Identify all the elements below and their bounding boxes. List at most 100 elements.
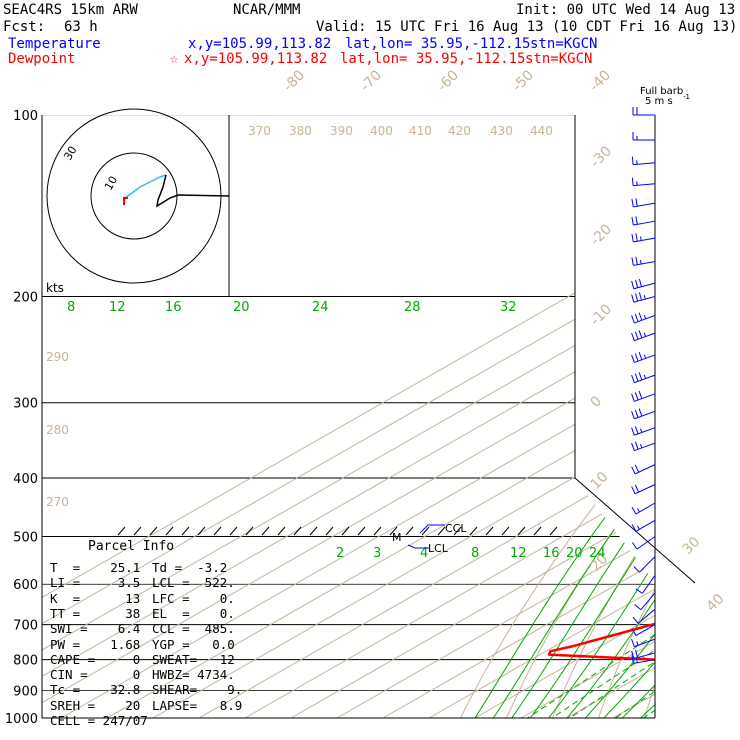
init-time: Init: 00 UTC Wed 14 Aug 13 <box>516 2 736 18</box>
hatch-tick <box>245 526 254 536</box>
hatch-tick <box>421 526 430 536</box>
parcel-row-left: PW = 1.68 <box>50 636 141 652</box>
hatch-tick <box>373 526 382 536</box>
barb-flag <box>631 427 635 436</box>
barb-flag <box>634 441 639 450</box>
moist-adiabat-line <box>696 403 740 718</box>
hatch-tick <box>133 526 142 536</box>
isotherm-label: -80 <box>281 67 308 94</box>
isotherm-label: -70 <box>358 67 385 94</box>
barb-flag <box>634 392 639 401</box>
dewpoint-latlon: lat,lon= 35.95,-112.15 <box>340 51 526 67</box>
wind-barb <box>631 312 656 324</box>
barb-half-flag <box>643 314 647 320</box>
isotherm-line <box>244 115 655 718</box>
barb-flag <box>631 257 634 266</box>
hodo-trace-high <box>155 174 230 208</box>
barb-flag <box>638 372 643 381</box>
barb-flag <box>632 616 639 624</box>
hatch-tick <box>229 526 238 536</box>
wind-barb <box>631 441 656 452</box>
hodograph: kts 30 10 <box>46 108 230 296</box>
ccl-label: CCL <box>445 522 467 535</box>
barb-staff <box>634 393 656 402</box>
dry-adiabat-line <box>598 115 655 718</box>
moist-adiabat-line <box>603 402 655 718</box>
barb-staff <box>633 652 656 660</box>
isotherm-line <box>42 115 655 718</box>
barb-staff <box>634 332 656 342</box>
barb-flag <box>631 280 635 289</box>
parcel-row-left: Tc = 32.8 <box>50 682 141 698</box>
wind-barb <box>632 131 655 141</box>
wind-barb <box>631 408 656 420</box>
mixing-ratio-label: 12 <box>109 300 126 315</box>
barb-flag <box>631 156 634 165</box>
barb-flag <box>631 524 637 532</box>
valid-time: Valid: 15 UTC Fri 16 Aug 13 (10 CDT Fri … <box>316 19 738 35</box>
barb-staff <box>634 314 656 324</box>
barb-staff <box>633 162 656 166</box>
barb-flag <box>631 411 635 419</box>
hodo-units: kts <box>46 281 64 295</box>
isotherm-label: 10 <box>588 469 612 493</box>
wind-barb <box>631 372 656 384</box>
fcst-label: Fcst: <box>3 19 46 35</box>
moist-adiabat-line <box>474 402 655 718</box>
pressure-tick-label: 400 <box>13 472 38 487</box>
barb-flag <box>638 352 643 360</box>
barb-flag <box>634 313 639 322</box>
hatch-tick <box>485 526 494 536</box>
hatch-tick <box>165 526 174 536</box>
hatch-tick <box>117 526 126 536</box>
isotherm-line <box>612 115 655 718</box>
barb-staff <box>633 282 656 290</box>
parcel-row-left: SWI = 6.4 <box>50 621 141 637</box>
hatch-tick <box>549 526 558 536</box>
lcl-marker <box>407 544 430 549</box>
barb-flag <box>631 233 634 242</box>
moist-adiabat-line <box>585 402 655 718</box>
parcel-row-left: LI = 3.5 <box>50 575 141 591</box>
parcel-row-left: CIN = 0 <box>50 667 141 683</box>
temperature-latlon: lat,lon= 35.95,-112.15 <box>345 36 531 52</box>
isotherm-line <box>152 115 655 718</box>
mixing-ratio-label: 12 <box>510 546 527 561</box>
barb-flag <box>635 649 639 658</box>
dewpoint-star-icon: ☆ <box>170 51 179 67</box>
barb-flag <box>631 374 635 383</box>
hatch-tick <box>181 526 190 536</box>
pressure-tick-label: 600 <box>13 578 38 593</box>
mixing-ratio-label: 3 <box>373 546 381 561</box>
theta-label: 420 <box>448 124 471 138</box>
isotherm-line <box>428 115 655 718</box>
moist-adiabat-line <box>511 402 655 718</box>
pressure-tick-label: 200 <box>13 291 38 306</box>
barb-staff <box>633 237 656 243</box>
barb-staff <box>633 296 656 303</box>
hatch-tick <box>389 526 398 536</box>
wind-barb <box>631 216 656 226</box>
fcst-value: 63 h <box>64 19 98 35</box>
moist-adiabat-line <box>677 403 740 718</box>
mixing-ratio-label: 24 <box>589 546 606 561</box>
theta-label: 280 <box>46 423 69 437</box>
barb-flag <box>634 464 640 473</box>
barb-flag <box>635 198 638 207</box>
barb-staff <box>635 624 656 637</box>
barb-flag <box>638 408 643 417</box>
wind-barb <box>632 107 655 116</box>
wind-barb <box>634 592 656 611</box>
parcel-row-left: SREH = 20 <box>50 697 141 713</box>
isotherm-line <box>336 115 655 718</box>
barb-flag <box>633 566 640 573</box>
parcel-row-left: TT = 38 <box>50 605 141 621</box>
hodo-trace-low <box>123 174 167 206</box>
barb-flag <box>631 332 635 341</box>
mixing-ratio-label: 8 <box>67 300 75 315</box>
isotherm-label: 30 <box>680 534 704 558</box>
pressure-tick-label: 100 <box>13 109 38 124</box>
barb-flag <box>631 393 635 402</box>
barb-half-flag <box>636 508 640 513</box>
